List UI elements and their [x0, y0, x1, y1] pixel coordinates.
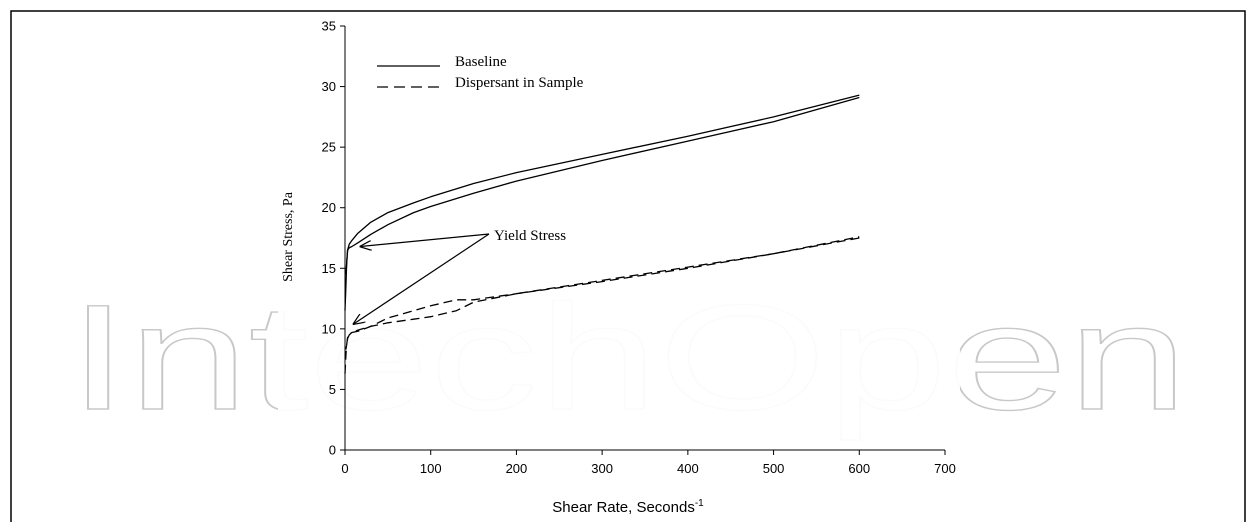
y-tick-label: 10	[322, 321, 336, 336]
legend: Baseline Dispersant in Sample	[377, 54, 584, 91]
series-layer	[344, 94, 860, 374]
y-axis-title: Shear Stress, Pa	[281, 191, 296, 282]
y-tick-label: 5	[329, 382, 336, 397]
x-tick-label: 100	[420, 461, 442, 476]
plot-area	[278, 22, 960, 520]
y-tick-label: 30	[322, 79, 336, 94]
yield-stress-arrow-2	[354, 233, 490, 324]
x-axis-title-text: Shear Rate, Seconds	[552, 499, 695, 516]
y-tick-label: 0	[329, 443, 336, 458]
y-tick-label: 35	[322, 19, 336, 34]
annotation-yield-stress: Yield Stress	[494, 228, 566, 244]
yield-stress-arrow-1	[360, 233, 490, 246]
x-tick-label: 200	[506, 461, 528, 476]
legend-label-dispersant: Dispersant in Sample	[455, 75, 584, 91]
y-tick-label: 15	[322, 261, 336, 276]
annotation-layer	[354, 233, 490, 324]
series-baseline-line-down	[345, 96, 860, 275]
x-tick-label: 300	[591, 461, 613, 476]
x-axis-title: Shear Rate, Seconds-1	[552, 498, 704, 516]
x-tick-label: 0	[341, 461, 348, 476]
x-tick-label: 600	[848, 461, 870, 476]
y-tick-label: 20	[322, 200, 336, 215]
x-tick-label: 400	[677, 461, 699, 476]
series-dispersant-line-down	[345, 237, 860, 350]
figure-border	[10, 10, 1246, 522]
x-axis-title-superscript: -1	[695, 498, 704, 509]
x-tick-label: 700	[934, 461, 956, 476]
x-tick-label: 500	[763, 461, 785, 476]
legend-label-baseline: Baseline	[455, 54, 507, 70]
axes: 0 100 200 300 400 500 600 700 0 5 10 15 20 25 30 35	[322, 19, 956, 477]
y-tick-label: 25	[322, 140, 336, 155]
